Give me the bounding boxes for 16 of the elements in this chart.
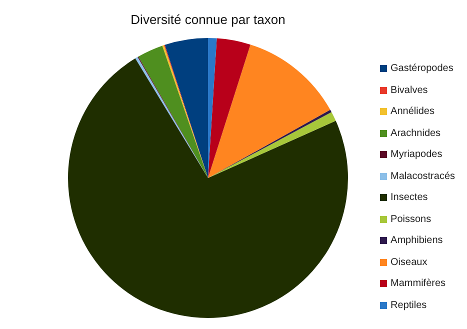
legend-label: Reptiles bbox=[390, 300, 427, 311]
legend-label: Amphibiens bbox=[390, 235, 443, 246]
pie-slice bbox=[208, 38, 250, 178]
pie-slice bbox=[68, 58, 348, 318]
legend-label: Poissons bbox=[390, 214, 432, 225]
pie-slice bbox=[208, 44, 330, 178]
legend-label: Mammifères bbox=[390, 278, 446, 290]
legend-label: Gastéropodes bbox=[390, 63, 454, 74]
legend-label: Insectes bbox=[390, 192, 428, 204]
legend-label: Bivalves bbox=[390, 84, 428, 96]
legend-label: Arachnides bbox=[390, 128, 441, 139]
legend-label: Oiseaux bbox=[390, 256, 428, 268]
legend-label: Malacostracés bbox=[390, 170, 455, 182]
legend-label: Annélides bbox=[390, 106, 434, 118]
chart-title: Diversité connue par taxon bbox=[130, 12, 286, 27]
legend-label: Myriapodes bbox=[390, 149, 442, 160]
